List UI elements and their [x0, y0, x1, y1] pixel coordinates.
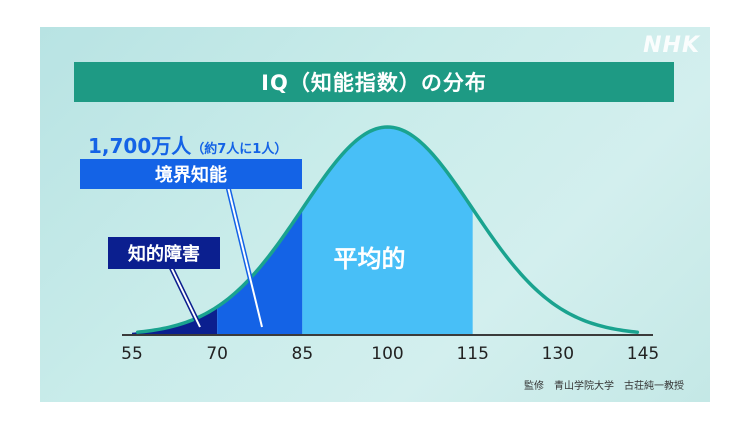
x-tick-label-6: 145 [627, 344, 659, 364]
region-area-0 [132, 306, 218, 335]
region-label-borderline: 境界知能 [155, 164, 227, 186]
intellectual-disability-label-box [108, 237, 220, 269]
region-label-intellectual-disability: 知的障害 [128, 243, 200, 265]
intellectual-disability-pointer-inner [169, 264, 201, 328]
borderline-pointer-inner [227, 186, 263, 328]
x-tick-label-3: 100 [371, 344, 403, 364]
distribution-curve [135, 125, 640, 334]
x-tick-label-2: 85 [292, 344, 314, 364]
chart-title-bar: IQ（知能指数）の分布 [74, 62, 674, 102]
borderline-label-box [80, 159, 302, 189]
x-tick-label-5: 130 [542, 344, 574, 364]
chart-title: IQ（知能指数）の分布 [261, 71, 487, 95]
region-area-2 [302, 127, 473, 335]
nhk-logo: NHK [643, 33, 700, 58]
x-tick-label-4: 115 [456, 344, 488, 364]
chart-panel: NHK IQ（知能指数）の分布 55 70 85 100 115 130 145 平均的 知的障… [40, 27, 710, 402]
region-label-average: 平均的 [334, 245, 406, 273]
source-credit: 監修 青山学院大学 古荘純一教授 [524, 381, 684, 392]
borderline-annotation: 1,700万人（約7人に1人） [88, 134, 287, 158]
x-tick-label-1: 70 [206, 344, 228, 364]
iq-distribution-chart: 55 70 85 100 115 130 145 平均的 知的障害 境界知能 1,700万人（約7人… [80, 125, 659, 364]
x-tick-label-0: 55 [121, 344, 143, 364]
